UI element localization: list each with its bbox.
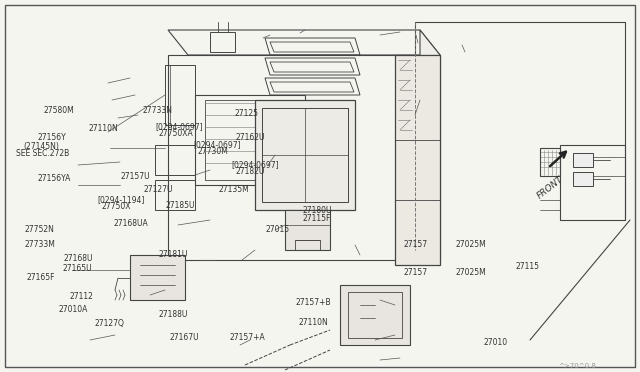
Text: 27156YA: 27156YA (37, 174, 70, 183)
Text: 27110N: 27110N (88, 124, 118, 133)
Text: 27157U: 27157U (120, 172, 150, 181)
Text: 27188U: 27188U (159, 310, 188, 318)
Text: 27157: 27157 (403, 268, 428, 277)
Text: SEE SEC.272B: SEE SEC.272B (16, 149, 69, 158)
Text: (27145N): (27145N) (23, 142, 59, 151)
Text: 27157: 27157 (403, 240, 428, 249)
Text: 27182U: 27182U (236, 167, 265, 176)
Text: 27167U: 27167U (170, 333, 199, 342)
Text: 27010: 27010 (483, 338, 508, 347)
Text: [0294-0697]: [0294-0697] (232, 160, 279, 169)
Bar (348, 292, 402, 338)
Bar (262, 108, 348, 202)
Text: 27015: 27015 (266, 225, 290, 234)
Polygon shape (395, 55, 440, 265)
Text: 27156Y: 27156Y (37, 133, 66, 142)
Text: 27730M: 27730M (197, 147, 228, 156)
Bar (340, 285, 410, 345)
Text: FRONT: FRONT (535, 175, 564, 201)
Text: 27115F: 27115F (302, 214, 330, 222)
Text: 27025M: 27025M (456, 268, 486, 277)
Bar (130, 255, 185, 300)
Text: 27112: 27112 (69, 292, 93, 301)
Polygon shape (420, 30, 440, 260)
Text: 27125: 27125 (234, 109, 259, 118)
Text: 27127U: 27127U (144, 185, 173, 194)
Text: 27180U: 27180U (302, 206, 332, 215)
Text: [0294-1194]: [0294-1194] (97, 195, 145, 204)
Bar (255, 100, 355, 210)
Bar (540, 148, 560, 176)
Bar (573, 172, 593, 186)
Bar (195, 95, 305, 185)
Text: 27025M: 27025M (456, 240, 486, 249)
Text: 27733M: 27733M (24, 240, 55, 249)
Text: 27750XA: 27750XA (159, 129, 193, 138)
Text: 27127Q: 27127Q (95, 319, 125, 328)
Text: 27157+B: 27157+B (296, 298, 332, 307)
Text: 27580M: 27580M (44, 106, 74, 115)
Text: 27165F: 27165F (27, 273, 56, 282)
Text: 27135M: 27135M (219, 185, 250, 194)
Text: 27165U: 27165U (63, 264, 92, 273)
Text: 27752N: 27752N (24, 225, 54, 234)
Text: 27168U: 27168U (64, 254, 93, 263)
Text: [0294-0697]: [0294-0697] (193, 141, 241, 150)
Text: 27115: 27115 (516, 262, 540, 271)
Text: 27750X: 27750X (101, 202, 131, 211)
Text: 27733N: 27733N (142, 106, 172, 115)
Bar (573, 153, 593, 167)
Text: 27168UA: 27168UA (114, 219, 148, 228)
Text: 27110N: 27110N (299, 318, 328, 327)
Bar (285, 210, 330, 250)
Text: 27185U: 27185U (165, 201, 195, 210)
Bar (560, 145, 625, 220)
Text: [0294-0697]: [0294-0697] (155, 122, 202, 131)
Bar (205, 100, 295, 180)
Text: 27162U: 27162U (236, 133, 265, 142)
Text: 27157+A: 27157+A (229, 333, 265, 342)
Text: ^>70^0.8: ^>70^0.8 (558, 363, 596, 369)
Text: 27010A: 27010A (59, 305, 88, 314)
Text: 27181U: 27181U (159, 250, 188, 259)
